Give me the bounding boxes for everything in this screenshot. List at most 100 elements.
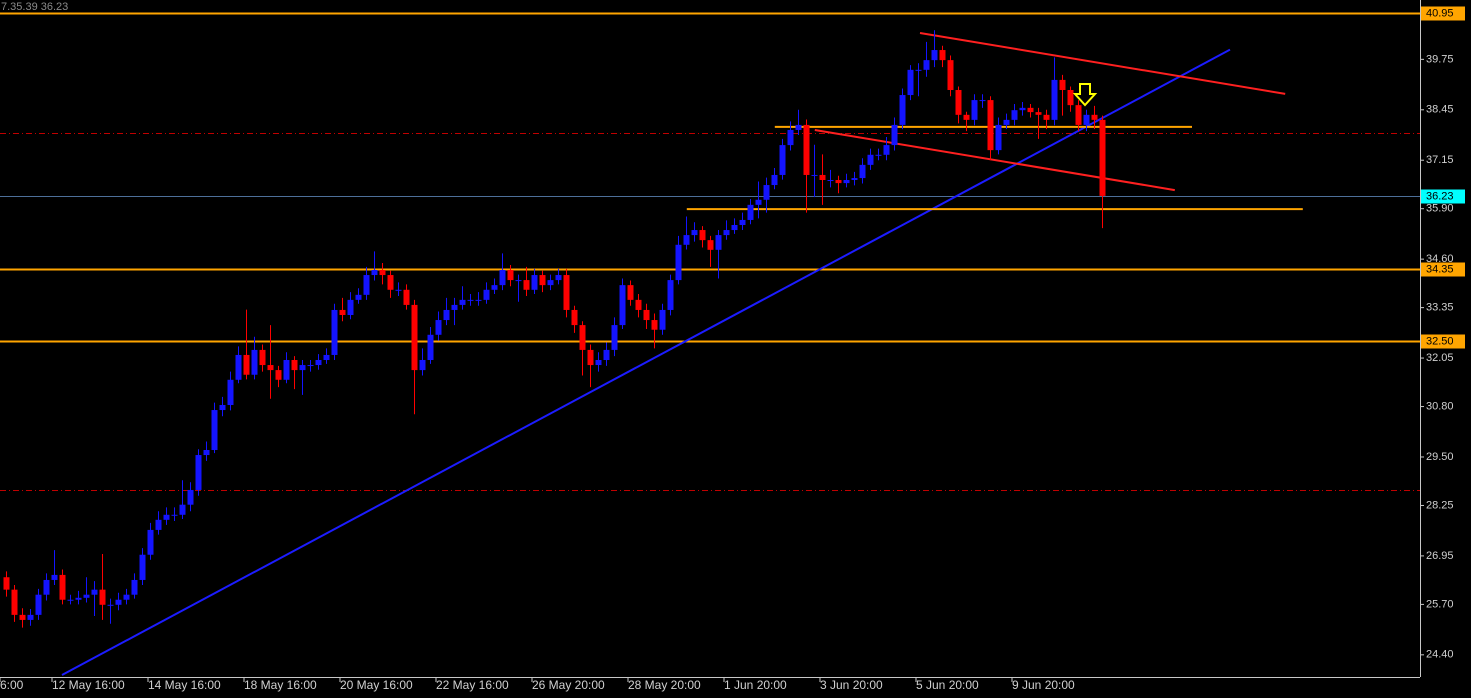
candle-body [555, 275, 562, 281]
candle-body [371, 270, 378, 276]
candle-body [219, 405, 226, 411]
trend-line [919, 31, 1286, 95]
candle-body [387, 275, 394, 290]
level-box [1421, 334, 1465, 349]
candle-body [1043, 114, 1050, 120]
candle-body [499, 270, 506, 286]
candle-body [307, 365, 314, 367]
candle-body [1035, 112, 1042, 115]
candle-body [899, 95, 906, 125]
candle-body [571, 309, 578, 326]
level-box [1421, 6, 1465, 21]
candle-body [779, 145, 786, 175]
candle-body [179, 504, 186, 515]
candle-body [91, 589, 98, 595]
candle-body [323, 354, 330, 360]
candle-body [11, 589, 18, 615]
candle-body [587, 349, 594, 366]
corner-text: 7.35.39 36.23 [1, 1, 68, 13]
candle-body [835, 180, 842, 184]
candle-body [747, 204, 754, 220]
y-tick-label: 33.35 [1426, 302, 1454, 314]
candle-body [339, 309, 346, 315]
candle-body [795, 124, 802, 130]
candle-body [171, 514, 178, 516]
candle-body [51, 574, 58, 580]
candle-body [443, 309, 450, 321]
level-label: 32.50 [1426, 335, 1454, 347]
candle-body [467, 299, 474, 301]
candle-body [19, 614, 26, 620]
candle-body [707, 240, 714, 250]
x-tick-label: 5 Jun 20:00 [916, 678, 979, 692]
candle-body [915, 69, 922, 71]
candle-body [523, 280, 530, 290]
candle-body [59, 574, 66, 600]
candle-body [635, 299, 642, 310]
candle-body [1003, 119, 1010, 125]
x-tick-label: 12 May 16:00 [52, 678, 125, 692]
candle-body [947, 60, 954, 90]
candle-body [475, 299, 482, 301]
candle-body [283, 360, 290, 380]
candle-body [1019, 107, 1026, 111]
x-tick-label: 20 May 16:00 [340, 678, 413, 692]
trend-line [814, 128, 1175, 192]
candle-body [347, 299, 354, 315]
candle-body [539, 275, 546, 286]
candle-body [1091, 114, 1098, 120]
candle-body [939, 50, 946, 61]
candle-body [659, 309, 666, 330]
candle-body [355, 294, 362, 300]
candle-body [67, 599, 74, 601]
candle-body [507, 270, 514, 281]
candle-body [299, 365, 306, 371]
candle-body [611, 325, 618, 350]
candle-body [891, 124, 898, 146]
candle-body [547, 280, 554, 286]
candle-body [675, 244, 682, 281]
candle-body [683, 235, 690, 245]
x-tick-label: 1 Jun 20:00 [724, 678, 787, 692]
x-tick-label: 3 Jun 20:00 [820, 678, 883, 692]
candle-body [579, 325, 586, 350]
candle-body [955, 90, 962, 115]
candle-body [123, 594, 130, 600]
candle-body [563, 275, 570, 310]
candle-body [819, 174, 826, 180]
candle-body [211, 410, 218, 450]
candle-body [867, 154, 874, 165]
candle-body [187, 489, 194, 505]
candle-body [403, 289, 410, 305]
candle-body [1011, 110, 1018, 120]
y-tick-label: 25.70 [1426, 598, 1454, 610]
y-tick-label: 39.75 [1426, 53, 1454, 65]
candle-body [739, 219, 746, 225]
candle-body [715, 235, 722, 250]
candle-body [139, 554, 146, 580]
candle-body [1099, 119, 1106, 196]
candle-body [1059, 79, 1066, 90]
candle-body [147, 529, 154, 555]
y-tick-label: 35.90 [1426, 203, 1454, 215]
x-tick-label: 28 May 20:00 [628, 678, 701, 692]
candle-body [155, 519, 162, 530]
level-box [1421, 262, 1465, 277]
candle-body [1075, 105, 1082, 125]
candle-body [883, 145, 890, 155]
candle-body [83, 594, 90, 598]
candle-body [291, 360, 298, 371]
y-tick-label: 34.60 [1426, 253, 1454, 265]
candle-body [259, 349, 266, 366]
candle-body [963, 114, 970, 120]
candle-body [651, 320, 658, 330]
candle-body [691, 230, 698, 236]
candle-body [619, 285, 626, 326]
candle-body [971, 100, 978, 120]
candle-body [995, 124, 1002, 151]
level-label: 34.35 [1426, 263, 1454, 275]
y-tick-label: 28.25 [1426, 499, 1454, 511]
candle-body [771, 174, 778, 186]
candle-body [75, 597, 82, 600]
